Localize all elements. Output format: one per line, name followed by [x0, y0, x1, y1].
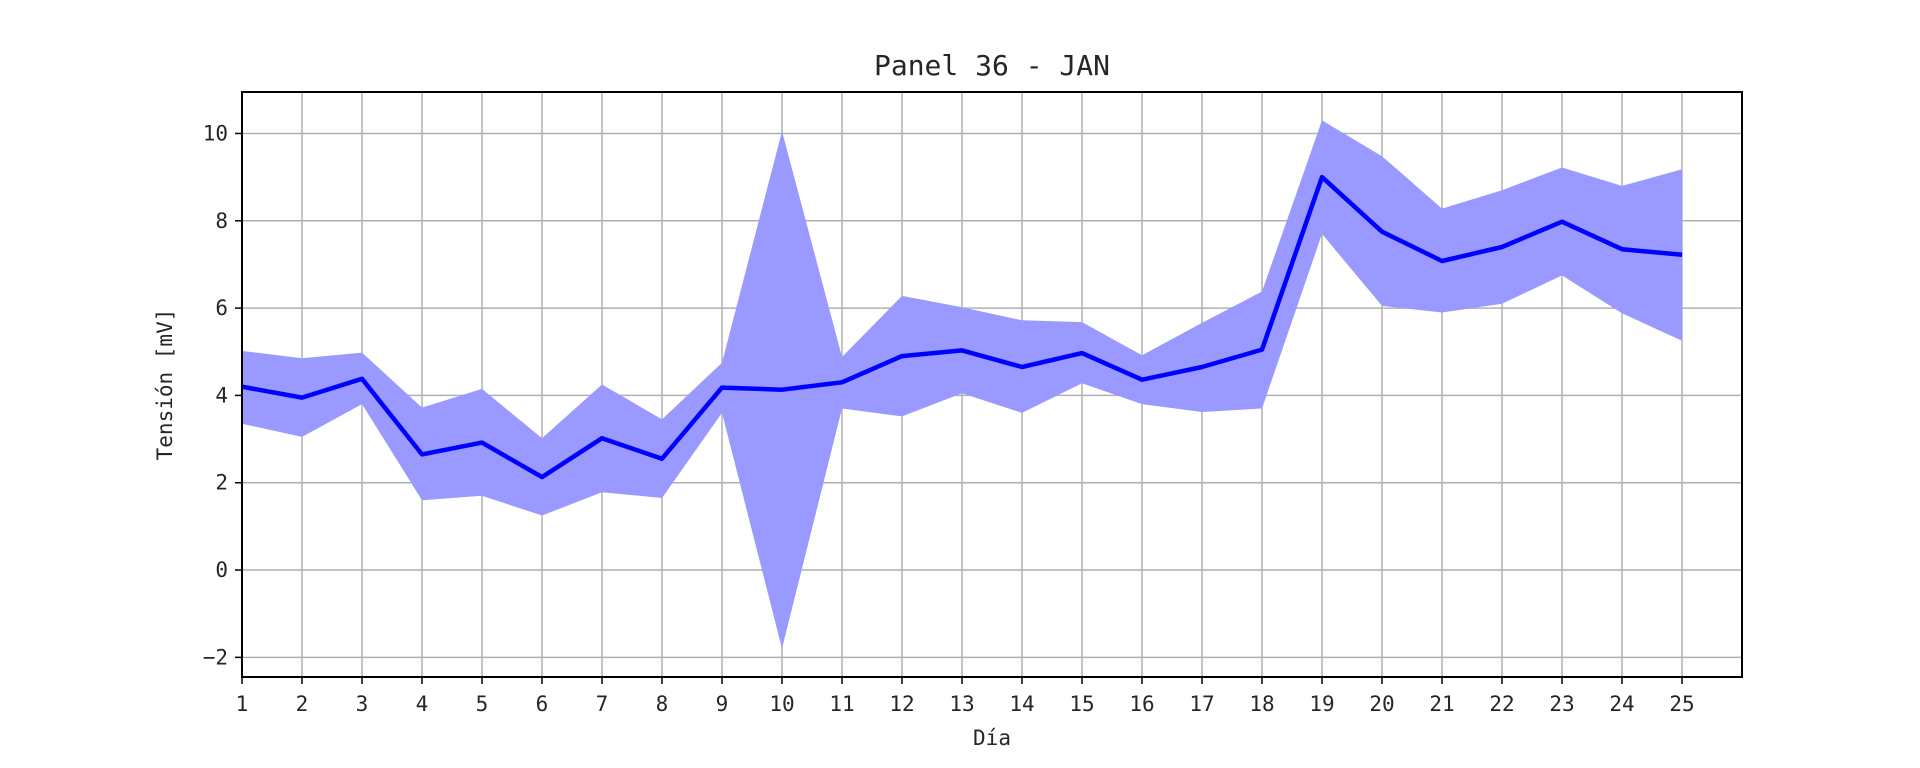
x-tick-label: 1	[236, 692, 249, 716]
confidence-band	[242, 120, 1682, 649]
x-tick-label: 15	[1069, 692, 1094, 716]
y-tick-label: 6	[215, 296, 228, 320]
x-tick-label: 14	[1009, 692, 1034, 716]
x-tick-label: 23	[1549, 692, 1574, 716]
x-tick-label: 25	[1669, 692, 1694, 716]
x-tick-label: 16	[1129, 692, 1154, 716]
y-tick-label: 0	[215, 558, 228, 582]
series-line	[241, 174, 1683, 480]
x-tick-label: 9	[716, 692, 729, 716]
x-tick-label: 2	[296, 692, 309, 716]
y-axis-label: Tensión [mV]	[153, 309, 177, 461]
y-tick-label: 2	[215, 471, 228, 495]
y-tick-label: 10	[203, 121, 228, 145]
y-tick-label: 8	[215, 209, 228, 233]
x-tick-label: 18	[1249, 692, 1274, 716]
x-tick-label: 17	[1189, 692, 1214, 716]
x-tick-label: 21	[1429, 692, 1454, 716]
x-axis-label: Día	[973, 726, 1011, 750]
x-tick-label: 20	[1369, 692, 1394, 716]
x-tick-label: 13	[949, 692, 974, 716]
x-tick-label: 3	[356, 692, 369, 716]
y-tick-label: 4	[215, 383, 228, 407]
chart-title: Panel 36 - JAN	[874, 49, 1110, 82]
plot-frame	[241, 91, 1743, 678]
x-tick-label: 12	[889, 692, 914, 716]
x-tick-label: 22	[1489, 692, 1514, 716]
x-tick-label: 10	[769, 692, 794, 716]
x-tick-label: 4	[416, 692, 429, 716]
x-tick-label: 11	[829, 692, 854, 716]
x-tick-label: 24	[1609, 692, 1634, 716]
y-tick-label: −2	[203, 645, 228, 669]
x-tick-label: 8	[656, 692, 669, 716]
axis-ticks: 1 2 3 4 5 6 7 8 9 10 11 12 13 14 15 16 17 18 19 20 21 22 23 24 2…	[203, 121, 1695, 716]
x-tick-label: 5	[476, 692, 489, 716]
x-tick-label: 19	[1309, 692, 1334, 716]
x-tick-label: 6	[536, 692, 549, 716]
x-tick-label: 7	[596, 692, 609, 716]
